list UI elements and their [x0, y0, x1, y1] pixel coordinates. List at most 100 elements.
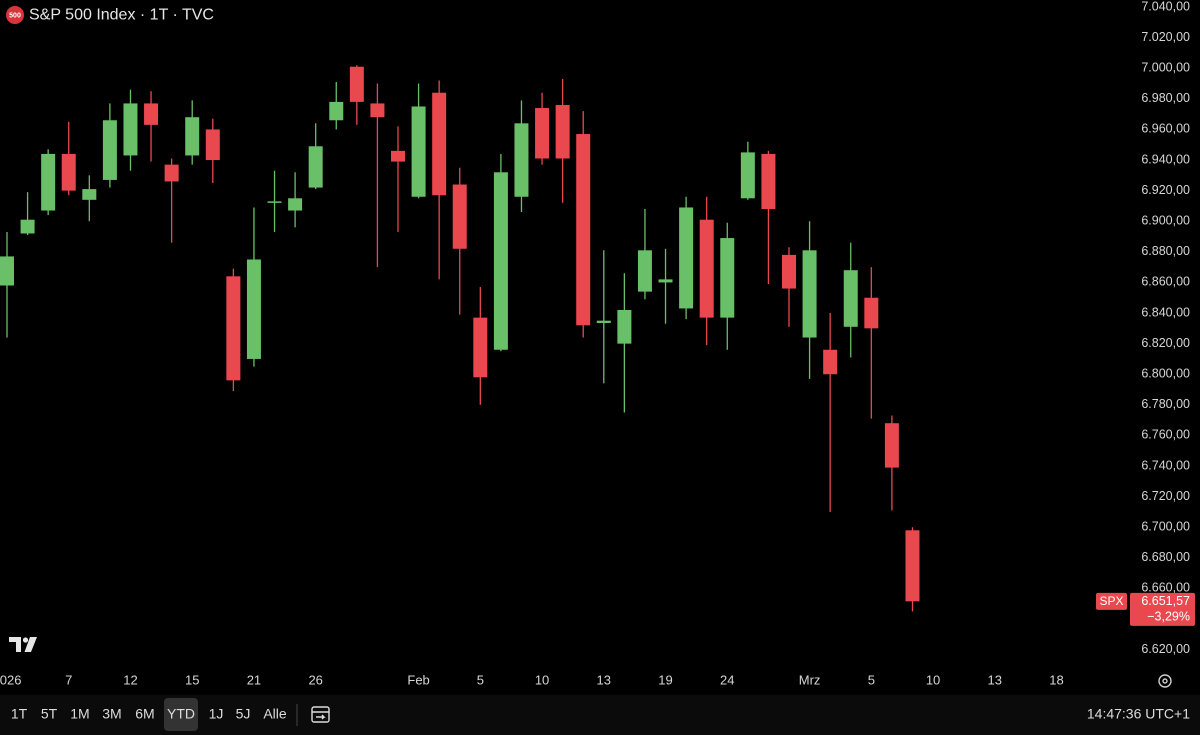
- price-symbol: SPX: [1099, 594, 1123, 608]
- range-button[interactable]: YTD: [167, 706, 195, 722]
- x-tick-label: 5: [868, 672, 875, 687]
- logo-part: [22, 637, 29, 643]
- candle-body: [102, 120, 117, 180]
- candle-body: [164, 164, 179, 182]
- y-tick-label: 6.780,00: [1141, 397, 1190, 411]
- chart-title[interactable]: S&P 500 Index · 1T · TVC: [29, 7, 214, 24]
- candle-body: [267, 201, 282, 203]
- x-tick-label: Mrz: [799, 672, 821, 687]
- candle-body: [699, 219, 714, 318]
- candle-body: [20, 219, 35, 234]
- candle-body: [535, 108, 550, 159]
- candle-body: [720, 238, 735, 318]
- y-tick-label: 6.660,00: [1141, 581, 1190, 595]
- x-tick-label: Feb: [407, 672, 429, 687]
- y-tick-label: 6.880,00: [1141, 244, 1190, 258]
- candle-body: [391, 150, 406, 162]
- y-tick-label: 6.820,00: [1141, 336, 1190, 350]
- candle-body: [884, 423, 899, 468]
- range-button[interactable]: 1T: [11, 706, 28, 722]
- candle-body: [349, 66, 364, 102]
- candle-body: [411, 106, 426, 197]
- candle-body: [843, 270, 858, 327]
- calendar-icon-arrow[interactable]: [316, 714, 326, 720]
- range-button-selected[interactable]: [164, 698, 198, 731]
- candle-body: [823, 349, 838, 375]
- candle-body: [61, 153, 76, 191]
- y-tick-label: 6.620,00: [1141, 642, 1190, 656]
- range-button[interactable]: 3M: [102, 706, 121, 722]
- range-button[interactable]: 5T: [41, 706, 58, 722]
- candle-body: [679, 207, 694, 309]
- logo-part: [9, 637, 21, 652]
- candle-body: [493, 172, 508, 350]
- x-tick-label: 10: [535, 672, 549, 687]
- candle-body: [123, 103, 138, 156]
- settings-icon[interactable]: [1158, 674, 1172, 688]
- candle-body: [0, 256, 14, 286]
- y-tick-label: 6.700,00: [1141, 520, 1190, 534]
- range-button[interactable]: 6M: [135, 706, 154, 722]
- price-box: [1130, 592, 1195, 626]
- candle-body: [329, 101, 344, 121]
- header: 500 S&P 500 Index · 1T · TVC: [6, 6, 214, 24]
- range-button[interactable]: 5J: [236, 706, 251, 722]
- x-tick-label: 26: [308, 672, 322, 687]
- candle-body: [432, 92, 447, 196]
- toolbar: [0, 695, 1200, 735]
- y-tick-label: 6.740,00: [1141, 458, 1190, 472]
- logo-part: [24, 637, 37, 652]
- calendar-button[interactable]: [311, 706, 330, 723]
- candle-body: [864, 297, 879, 329]
- y-tick-label: 7.040,00: [1141, 0, 1190, 13]
- candle-body: [226, 276, 241, 381]
- price-symbol-box: [1096, 592, 1127, 610]
- y-tick-label: 6.720,00: [1141, 489, 1190, 503]
- candle-body: [905, 530, 920, 602]
- x-tick-label: 12: [123, 672, 137, 687]
- x-tick-label: 2026: [0, 672, 21, 687]
- candle-body: [246, 259, 261, 359]
- y-tick-label: 6.680,00: [1141, 550, 1190, 564]
- y-tick-label: 6.900,00: [1141, 214, 1190, 228]
- symbol-icon-text: 500: [9, 12, 21, 19]
- gear[interactable]: [1158, 674, 1172, 688]
- x-tick-label: 15: [185, 672, 199, 687]
- x-tick-label: 18: [1049, 672, 1063, 687]
- x-tick-label: 19: [658, 672, 672, 687]
- price-change: −3,29%: [1147, 610, 1190, 624]
- calendar-icon[interactable]: [311, 706, 330, 723]
- x-tick-label: 24: [720, 672, 734, 687]
- x-tick-label: 7: [65, 672, 72, 687]
- candle-body: [637, 250, 652, 292]
- candle-body: [782, 254, 797, 289]
- gear-center[interactable]: [1162, 678, 1168, 684]
- x-tick-label: 21: [247, 672, 261, 687]
- y-tick-label: 7.020,00: [1141, 30, 1190, 44]
- range-button[interactable]: 1M: [70, 706, 89, 722]
- y-tick-label: 6.760,00: [1141, 428, 1190, 442]
- candle-body: [576, 134, 591, 326]
- x-tick-label: 13: [988, 672, 1002, 687]
- candle-body: [761, 153, 776, 209]
- candle-body: [555, 104, 570, 159]
- y-tick-label: 6.960,00: [1141, 122, 1190, 136]
- range-button[interactable]: Alle: [263, 706, 287, 722]
- y-tick-label: 7.000,00: [1141, 61, 1190, 75]
- range-button[interactable]: 1J: [209, 706, 224, 722]
- candle-body: [802, 250, 817, 338]
- price-label: 6.651,57: [1141, 594, 1190, 608]
- x-tick-label: 13: [597, 672, 611, 687]
- candle-body: [41, 153, 56, 211]
- candle-body: [82, 189, 97, 200]
- candle-body: [205, 129, 220, 161]
- candle-body: [144, 103, 159, 125]
- candle-body: [617, 309, 632, 344]
- y-tick-label: 6.840,00: [1141, 305, 1190, 319]
- x-tick-label: 5: [477, 672, 484, 687]
- y-tick-label: 6.800,00: [1141, 367, 1190, 381]
- tv-logo: [9, 637, 37, 652]
- candles: [0, 65, 920, 612]
